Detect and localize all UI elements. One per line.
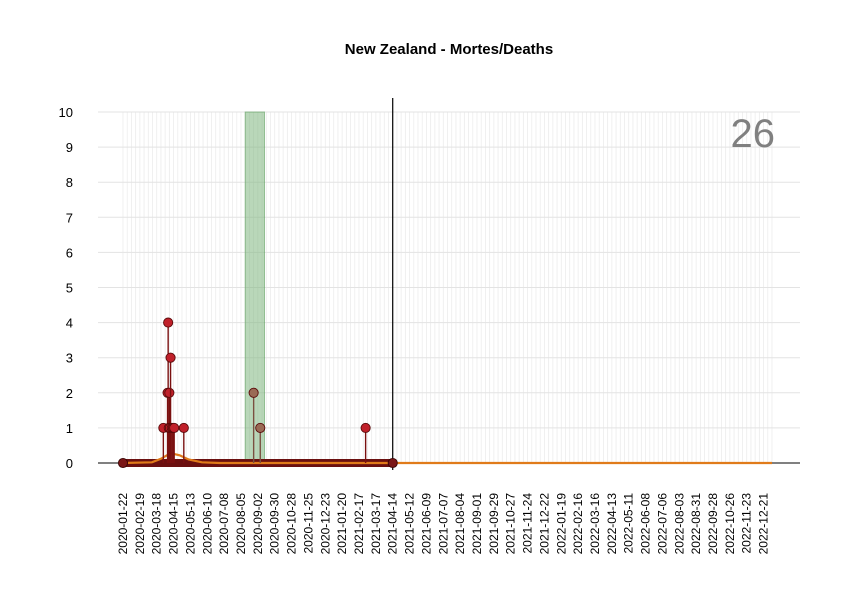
x-tick-label: 2021-10-27	[504, 493, 518, 555]
shaded-period-region	[244, 111, 265, 464]
death-point	[360, 422, 371, 433]
y-axis: 0 1 2 3 4 5 6 7 8 9 10	[59, 105, 73, 471]
y-tick-label: 5	[66, 281, 73, 296]
x-tick-label: 2022-01-19	[554, 493, 568, 555]
death-point	[164, 387, 175, 398]
y-tick-label: 6	[66, 245, 73, 260]
x-tick-label: 2020-05-13	[183, 493, 197, 555]
death-point	[248, 387, 259, 398]
y-tick-label: 0	[66, 456, 73, 471]
y-tick-label: 8	[66, 175, 73, 190]
x-tick-label: 2021-09-29	[487, 493, 501, 555]
y-tick-label: 3	[66, 351, 73, 366]
x-tick-label: 2021-02-17	[352, 493, 366, 555]
x-tick-label: 2022-09-28	[706, 493, 720, 555]
death-point	[169, 422, 180, 433]
smoothed-trend-line	[122, 452, 772, 465]
x-tick-label: 2020-02-19	[133, 493, 147, 555]
x-tick-label: 2020-07-08	[217, 493, 231, 555]
zero-point	[387, 457, 398, 469]
death-point	[163, 317, 174, 328]
x-tick-label: 2020-06-10	[200, 493, 214, 555]
x-tick-label: 2022-04-13	[605, 493, 619, 555]
x-tick-label: 2020-10-28	[285, 493, 299, 555]
x-tick-label: 2022-10-26	[723, 493, 737, 555]
x-tick-label: 2021-11-24	[521, 493, 535, 554]
x-tick-label: 2021-04-14	[386, 493, 400, 555]
x-tick-label: 2021-01-20	[335, 493, 349, 555]
x-tick-label: 2022-12-21	[757, 493, 771, 555]
death-point	[178, 422, 189, 433]
zero-point	[117, 457, 129, 469]
x-tick-label: 2021-07-07	[436, 493, 450, 555]
x-tick-label: 2021-06-09	[419, 493, 433, 555]
x-tick-label: 2020-11-25	[301, 493, 315, 554]
x-tick-label: 2022-07-06	[655, 493, 669, 555]
grid-layer	[98, 111, 800, 464]
death-point	[255, 422, 266, 433]
x-tick-label: 2020-08-05	[234, 493, 248, 555]
x-tick-label: 2020-09-30	[268, 493, 282, 555]
y-tick-label: 10	[59, 105, 73, 120]
x-axis: 2020-01-22 2020-02-19 2020-03-18 2020-04-15…	[116, 493, 771, 555]
x-tick-label: 2020-12-23	[318, 493, 332, 555]
chart-title: New Zealand - Mortes/Deaths	[345, 41, 553, 58]
x-tick-label: 2020-09-02	[251, 493, 265, 555]
x-tick-label: 2022-08-03	[672, 493, 686, 555]
x-tick-label: 2021-03-17	[369, 493, 383, 555]
shaded-region-layer	[244, 111, 265, 464]
marks-layer	[98, 98, 800, 470]
x-tick-label: 2020-03-18	[150, 493, 164, 555]
x-tick-label: 2021-09-01	[470, 493, 484, 555]
x-tick-label: 2020-01-22	[116, 493, 130, 555]
y-tick-label: 2	[66, 386, 73, 401]
x-tick-label: 2022-03-16	[588, 493, 602, 555]
x-tick-label: 2021-05-12	[403, 493, 417, 555]
total-deaths-annotation: 26	[731, 112, 776, 156]
y-tick-label: 1	[66, 421, 73, 436]
y-tick-label: 4	[66, 316, 73, 331]
x-tick-label: 2021-12-22	[537, 493, 551, 555]
x-tick-label: 2022-08-31	[689, 493, 703, 555]
x-tick-label: 2022-11-23	[740, 493, 754, 554]
death-point	[165, 352, 176, 363]
y-tick-label: 9	[66, 140, 73, 155]
x-tick-label: 2022-05-11	[622, 493, 636, 554]
x-tick-label: 2022-06-08	[639, 493, 653, 555]
x-tick-label: 2022-02-16	[571, 493, 585, 555]
x-tick-label: 2020-04-15	[167, 493, 181, 555]
x-tick-label: 2021-08-04	[453, 493, 467, 555]
y-tick-label: 7	[66, 210, 73, 225]
